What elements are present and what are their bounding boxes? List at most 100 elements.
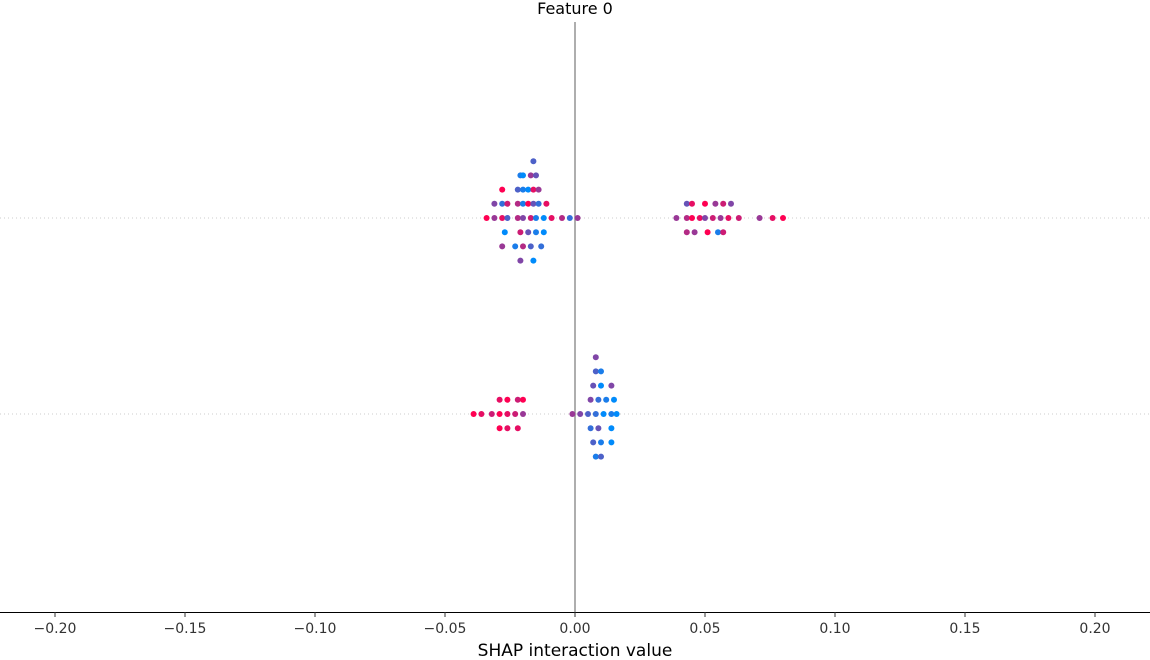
data-point	[514, 396, 521, 403]
data-point	[600, 411, 607, 417]
x-axis-title: SHAP interaction value	[478, 641, 673, 660]
data-point	[530, 257, 537, 264]
data-point	[548, 215, 555, 221]
data-point	[520, 186, 526, 193]
data-point	[717, 215, 724, 221]
data-point	[535, 200, 542, 207]
data-point	[499, 200, 506, 207]
data-point	[520, 172, 526, 179]
data-point	[720, 200, 727, 207]
data-point	[595, 425, 602, 432]
data-point	[488, 411, 495, 417]
data-point	[590, 382, 597, 389]
data-point	[592, 453, 599, 460]
data-point	[517, 257, 524, 264]
data-point	[585, 411, 591, 417]
data-point	[592, 368, 599, 375]
data-point	[514, 200, 521, 207]
data-point	[499, 186, 506, 193]
data-point	[689, 215, 695, 221]
x-axis-ticks: −0.20 −0.15 −0.10 −0.05 0.00 0.05 0.10 0.15 0.20	[34, 612, 1111, 637]
data-point	[501, 229, 508, 236]
data-point	[504, 425, 511, 432]
scatter-points	[470, 158, 786, 460]
x-tick-label: 0.10	[819, 621, 850, 637]
data-point	[512, 243, 519, 250]
data-point	[543, 200, 550, 207]
data-point	[533, 229, 539, 236]
data-point	[496, 425, 503, 432]
data-point	[725, 215, 732, 221]
data-point	[470, 411, 477, 417]
data-point	[577, 411, 584, 417]
data-point	[689, 200, 695, 207]
data-point	[491, 215, 498, 221]
data-point	[535, 186, 542, 193]
data-point	[715, 229, 721, 236]
data-point	[517, 229, 524, 236]
data-point	[478, 411, 485, 417]
data-point	[530, 158, 537, 165]
data-point	[728, 200, 734, 207]
x-tick-label: −0.05	[424, 621, 467, 637]
data-point	[514, 186, 521, 193]
data-point	[780, 215, 786, 221]
data-point	[608, 411, 615, 417]
data-point	[608, 382, 615, 389]
data-point	[520, 243, 526, 250]
data-point	[559, 215, 565, 221]
data-point	[527, 243, 534, 250]
data-point	[613, 411, 620, 417]
data-point	[735, 215, 742, 221]
data-point	[598, 382, 604, 389]
data-point	[533, 215, 539, 221]
data-point	[769, 215, 776, 221]
data-point	[504, 200, 511, 207]
data-point	[608, 425, 615, 432]
data-point	[691, 229, 698, 236]
data-point	[525, 200, 532, 207]
data-point	[592, 411, 599, 417]
data-point	[590, 439, 597, 446]
data-point	[527, 215, 534, 221]
data-point	[704, 229, 711, 236]
data-point	[598, 439, 604, 446]
x-tick-label: −0.15	[164, 621, 207, 637]
data-point	[592, 354, 599, 361]
data-point	[525, 186, 532, 193]
data-point	[603, 396, 610, 403]
data-point	[499, 243, 506, 250]
x-tick-label: −0.20	[34, 621, 77, 637]
data-point	[520, 200, 526, 207]
data-point	[702, 215, 708, 221]
data-point	[496, 411, 503, 417]
data-point	[499, 215, 506, 221]
data-point	[540, 229, 547, 236]
data-point	[587, 396, 594, 403]
data-point	[514, 215, 521, 221]
data-point	[504, 411, 511, 417]
data-point	[525, 229, 532, 236]
data-point	[611, 396, 617, 403]
data-point	[520, 215, 526, 221]
data-point	[533, 172, 539, 179]
chart-title: Feature 0	[537, 0, 613, 18]
data-point	[683, 229, 690, 236]
data-point	[598, 368, 604, 375]
data-point	[673, 215, 680, 221]
data-point	[504, 396, 511, 403]
data-point	[483, 215, 490, 221]
data-point	[712, 200, 719, 207]
data-point	[530, 200, 537, 207]
data-point	[720, 229, 727, 236]
data-point	[569, 411, 576, 417]
data-point	[540, 215, 547, 221]
data-point	[520, 396, 526, 403]
data-point	[595, 396, 602, 403]
data-point	[608, 439, 615, 446]
data-point	[512, 411, 519, 417]
x-tick-label: −0.10	[294, 621, 337, 637]
x-tick-label: 0.00	[559, 621, 590, 637]
data-point	[538, 243, 545, 250]
